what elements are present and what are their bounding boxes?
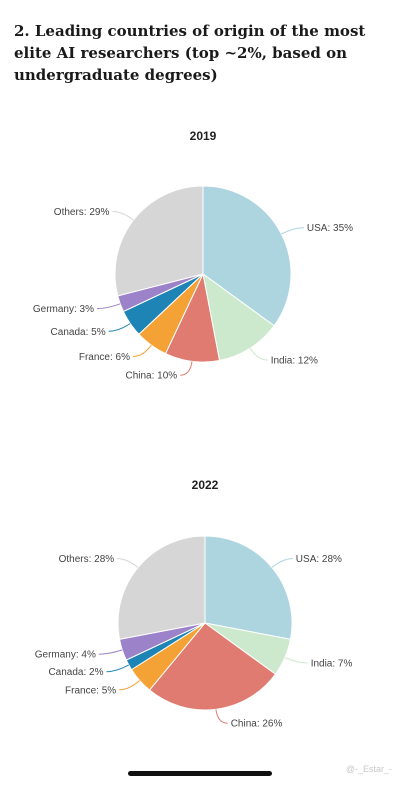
slice-label-usa: USA: 28% [296, 554, 342, 565]
pie-slice-china[interactable] [148, 622, 277, 711]
slice-label-india: India: 7% [311, 659, 353, 670]
home-indicator[interactable] [128, 771, 272, 776]
leader-line [132, 344, 152, 357]
slice-label-china: China: 10% [125, 371, 177, 382]
slice-label-canada: Canada: 5% [51, 327, 106, 338]
leader-line [98, 649, 123, 655]
pie-slice-usa[interactable] [204, 535, 293, 640]
page-title: 2. Leading countries of origin of the mo… [14, 22, 366, 84]
leader-line [215, 709, 228, 724]
pie-slice-others[interactable] [114, 185, 204, 297]
slice-label-india: India: 12% [271, 356, 318, 367]
chart-title: 2022 [192, 478, 219, 492]
slice-label-others: Others: 29% [54, 207, 110, 218]
leader-line [249, 348, 268, 361]
watermark: @-_Estar_- [345, 764, 392, 774]
slice-label-china: China: 26% [231, 719, 283, 730]
leader-line [112, 211, 134, 221]
slice-label-france: France: 6% [79, 352, 130, 363]
pie-slice-usa[interactable] [202, 185, 292, 327]
leader-line [271, 558, 293, 568]
leader-line [281, 227, 304, 235]
slice-label-canada: Canada: 2% [48, 667, 103, 678]
pie-slice-others[interactable] [117, 535, 206, 640]
leader-line [119, 680, 141, 691]
slice-label-france: France: 5% [65, 685, 116, 696]
slice-label-usa: USA: 35% [307, 223, 353, 234]
leader-line [117, 558, 139, 568]
slice-label-germany: Germany: 4% [35, 650, 96, 661]
leader-line [106, 664, 130, 673]
leader-line [96, 303, 121, 310]
leader-line [180, 361, 193, 376]
slice-label-germany: Germany: 3% [33, 304, 94, 315]
chart-title: 2019 [190, 129, 217, 143]
leader-line [284, 657, 308, 664]
leader-line [108, 323, 131, 332]
slice-label-others: Others: 28% [59, 554, 115, 565]
pie-slice-india[interactable] [202, 272, 275, 362]
